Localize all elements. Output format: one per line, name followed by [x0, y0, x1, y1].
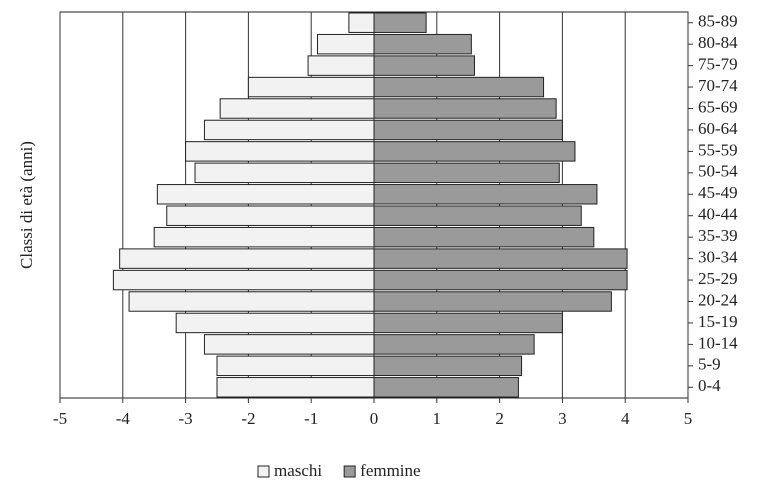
y-tick-label: 85-89 [698, 12, 738, 31]
y-axis-title: Classi di età (anni) [17, 141, 36, 269]
bar [216, 377, 375, 398]
bar [373, 377, 519, 398]
bar [373, 269, 628, 291]
bar [373, 98, 557, 119]
x-tick-label: 1 [433, 409, 442, 428]
x-tick-label: 5 [684, 409, 693, 428]
bar [373, 248, 628, 269]
bar [119, 248, 375, 269]
bar [373, 55, 475, 76]
y-tick-label: 40-44 [698, 205, 738, 224]
legend-swatch [257, 465, 270, 478]
y-tick-label: 0-4 [698, 376, 721, 395]
bar [373, 312, 563, 334]
y-tick-label: 80-84 [698, 33, 738, 52]
bar [216, 355, 375, 377]
bar [194, 162, 375, 184]
x-tick-label: 2 [495, 409, 504, 428]
x-tick-label: -3 [179, 409, 193, 428]
y-tick-label: 15-19 [698, 312, 738, 331]
bar [373, 291, 612, 312]
bar [247, 76, 375, 98]
bar [156, 184, 375, 205]
y-tick-label: 55-59 [698, 140, 738, 159]
y-tick-label: 45-49 [698, 183, 738, 202]
x-tick-label: -4 [116, 409, 131, 428]
y-tick-label: 20-24 [698, 290, 738, 309]
y-tick-label: 25-29 [698, 269, 738, 288]
bar [307, 55, 375, 76]
bar [203, 334, 375, 355]
legend-label: maschi [274, 461, 322, 480]
bar [185, 141, 375, 162]
x-tick-label: -5 [53, 409, 67, 428]
x-tick-label: 0 [370, 409, 379, 428]
bar [203, 119, 375, 141]
bar [128, 291, 375, 312]
bar [175, 312, 375, 334]
y-tick-label: 60-64 [698, 119, 738, 138]
y-tick-label: 35-39 [698, 226, 738, 245]
bar [373, 76, 545, 98]
bar [373, 205, 582, 226]
bar [373, 355, 523, 377]
y-tick-label: 10-14 [698, 333, 738, 352]
y-tick-label: 5-9 [698, 355, 721, 374]
y-tick-label: 75-79 [698, 55, 738, 74]
x-tick-label: 3 [558, 409, 567, 428]
bar [373, 119, 563, 141]
bar [373, 184, 598, 205]
y-tick-label: 65-69 [698, 97, 738, 116]
bar [373, 33, 472, 55]
legend-label: femmine [360, 461, 420, 480]
bar [166, 205, 375, 226]
bar [153, 226, 375, 248]
bar [373, 162, 560, 184]
x-tick-label: -1 [304, 409, 318, 428]
bar [373, 141, 576, 162]
bar [219, 98, 375, 119]
y-tick-label: 30-34 [698, 248, 738, 267]
bar [316, 33, 375, 55]
x-tick-label: -2 [241, 409, 255, 428]
bar [373, 334, 535, 355]
x-tick-label: 4 [621, 409, 630, 428]
bar [373, 226, 595, 248]
bar [373, 12, 427, 33]
y-tick-label: 70-74 [698, 76, 738, 95]
bar [348, 12, 375, 33]
bar [112, 269, 375, 291]
legend-swatch [343, 465, 356, 478]
y-tick-label: 50-54 [698, 162, 738, 181]
